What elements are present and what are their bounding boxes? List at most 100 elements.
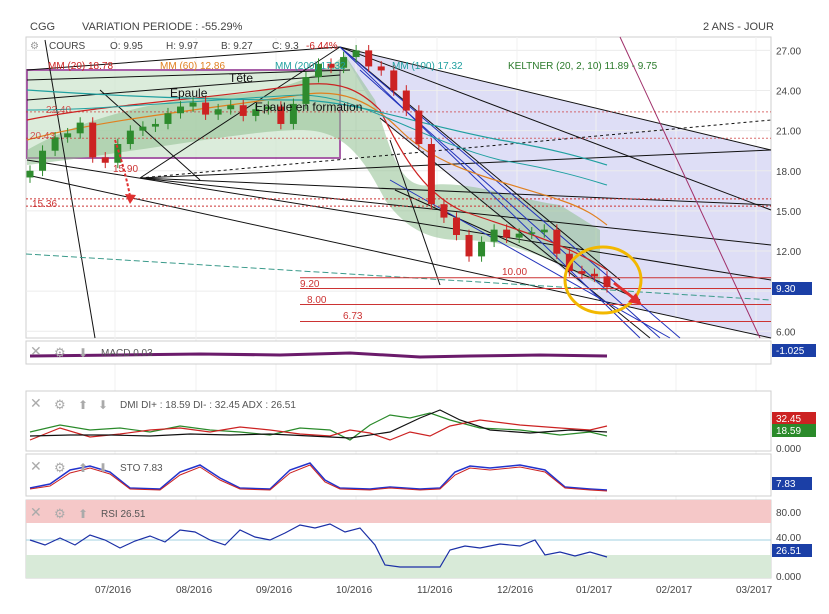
candle-body (465, 234, 473, 257)
macd-settings-icon[interactable]: ⚙ (54, 345, 66, 360)
candle-body (590, 273, 598, 277)
rsi-line (29, 523, 608, 568)
legend-low: B: 9.27 (221, 41, 253, 52)
dmi-down-icon[interactable]: ⬇ (98, 398, 108, 412)
candle-body (114, 144, 122, 163)
candle-body (252, 109, 260, 116)
candle-body (101, 157, 109, 163)
trendline-3 (139, 177, 772, 246)
level-15-90: 15.90 (113, 164, 138, 175)
legend-mm100: MM (100) 17.32 (392, 61, 463, 72)
dashdot-line (25, 253, 772, 301)
legend-high: H: 9.97 (166, 41, 199, 52)
trendline-11 (99, 89, 201, 181)
macd-label: MACD 0.03 (101, 348, 153, 359)
sto-line (29, 462, 608, 491)
sto-label: STO 7.83 (120, 463, 163, 474)
sto-close-icon[interactable]: ✕ (30, 458, 42, 474)
rsi-up-icon[interactable]: ⬆ (78, 507, 88, 521)
trendline-1 (26, 159, 772, 281)
highlight-circle (563, 245, 643, 315)
legend-open: O: 9.95 (110, 41, 143, 52)
trendline-15 (339, 46, 621, 281)
candle-body (603, 276, 611, 288)
legend-row-1: ⚙ COURS O: 9.95 H: 9.97 B: 9.27 C: 9.3 -… (30, 41, 338, 52)
annotation-epaule-formation: Epaule en formation (255, 100, 362, 114)
date-tick-7: 02/2017 (656, 585, 693, 596)
trendline-13 (394, 189, 641, 301)
dmi-panel (25, 390, 772, 452)
candle-body (227, 105, 235, 110)
candle-body (528, 232, 536, 234)
legend-close: C: 9.3 (272, 41, 299, 52)
adx-line (29, 409, 608, 439)
dmi-settings-icon[interactable]: ⚙ (54, 397, 66, 412)
candle-body (189, 102, 197, 107)
candle-body (126, 130, 134, 145)
date-tick-4: 11/2016 (417, 585, 453, 596)
ma100-line (26, 94, 608, 186)
annotation-epaule: Epaule (170, 86, 208, 100)
rsi-settings-icon[interactable]: ⚙ (54, 506, 66, 521)
trendline-5 (339, 46, 772, 151)
macd-value-box (772, 344, 816, 357)
blue-trendline-3 (339, 46, 641, 339)
candle-body (214, 109, 222, 115)
candle-body (415, 110, 423, 145)
rsi-overbought-zone (26, 500, 771, 523)
date-tick-3: 10/2016 (336, 585, 373, 596)
level-6-73: 6.73 (343, 311, 363, 322)
macd-panel (25, 340, 772, 365)
dmi-close-icon[interactable]: ✕ (30, 395, 42, 411)
rsi-value: 26.51 (776, 546, 801, 557)
sto-up-icon[interactable]: ⬆ (78, 461, 88, 475)
dotted-trendline (139, 119, 772, 179)
purple-line (619, 36, 761, 339)
rsi-tick-40: 40.00 (776, 533, 801, 544)
sto-value: 7.83 (776, 479, 796, 490)
sto-signal-line (29, 464, 608, 492)
date-tick-5: 12/2016 (497, 585, 534, 596)
candle-body (64, 133, 72, 138)
dmi-minus-line (29, 419, 608, 441)
support-lines (26, 111, 771, 323)
macd-down-icon[interactable]: ⬇ (78, 346, 88, 360)
legend-cours: COURS (49, 41, 85, 52)
settings-icon[interactable]: ⚙ (30, 41, 39, 52)
candle-body (340, 57, 348, 68)
sto-down-icon[interactable]: ⬇ (98, 461, 108, 475)
variation: VARIATION PERIODE : -55.29% (82, 21, 243, 33)
candle-body (478, 241, 486, 257)
dmi-plus-line (29, 412, 608, 441)
candle-body (26, 170, 34, 178)
date-tick-2: 09/2016 (256, 585, 293, 596)
downtrend-channel (340, 47, 771, 338)
macd-line (29, 351, 608, 359)
current-price: 9.30 (776, 284, 796, 295)
price-tick-5: 12.00 (776, 247, 801, 258)
candle-body (327, 63, 335, 68)
candle-body (490, 229, 498, 242)
dmi-up-icon[interactable]: ⬆ (78, 398, 88, 412)
sto-value-box (772, 477, 812, 490)
trendline-8 (26, 69, 351, 81)
candle-body (264, 106, 272, 110)
trendline-4 (139, 149, 772, 179)
sto-settings-icon[interactable]: ⚙ (54, 460, 66, 475)
rsi-tick-0: 0.000 (776, 572, 801, 583)
candle-body (289, 103, 297, 124)
candle-body (139, 126, 147, 131)
dmi-zero: 0.000 (776, 444, 801, 455)
candle-body (540, 229, 548, 233)
rsi-close-icon[interactable]: ✕ (30, 504, 42, 520)
annotation-tete: Tête (229, 71, 253, 85)
macd-value: -1.025 (776, 346, 805, 357)
macd-close-icon[interactable]: ✕ (30, 343, 42, 359)
level-20-43: 20.43 (30, 131, 55, 142)
trendline-12 (389, 139, 441, 286)
dmi-minus-value: 32.45 (776, 414, 801, 425)
legend-change: -6.44% (306, 41, 338, 52)
ma60-line (26, 92, 608, 226)
candle-body (177, 106, 185, 114)
